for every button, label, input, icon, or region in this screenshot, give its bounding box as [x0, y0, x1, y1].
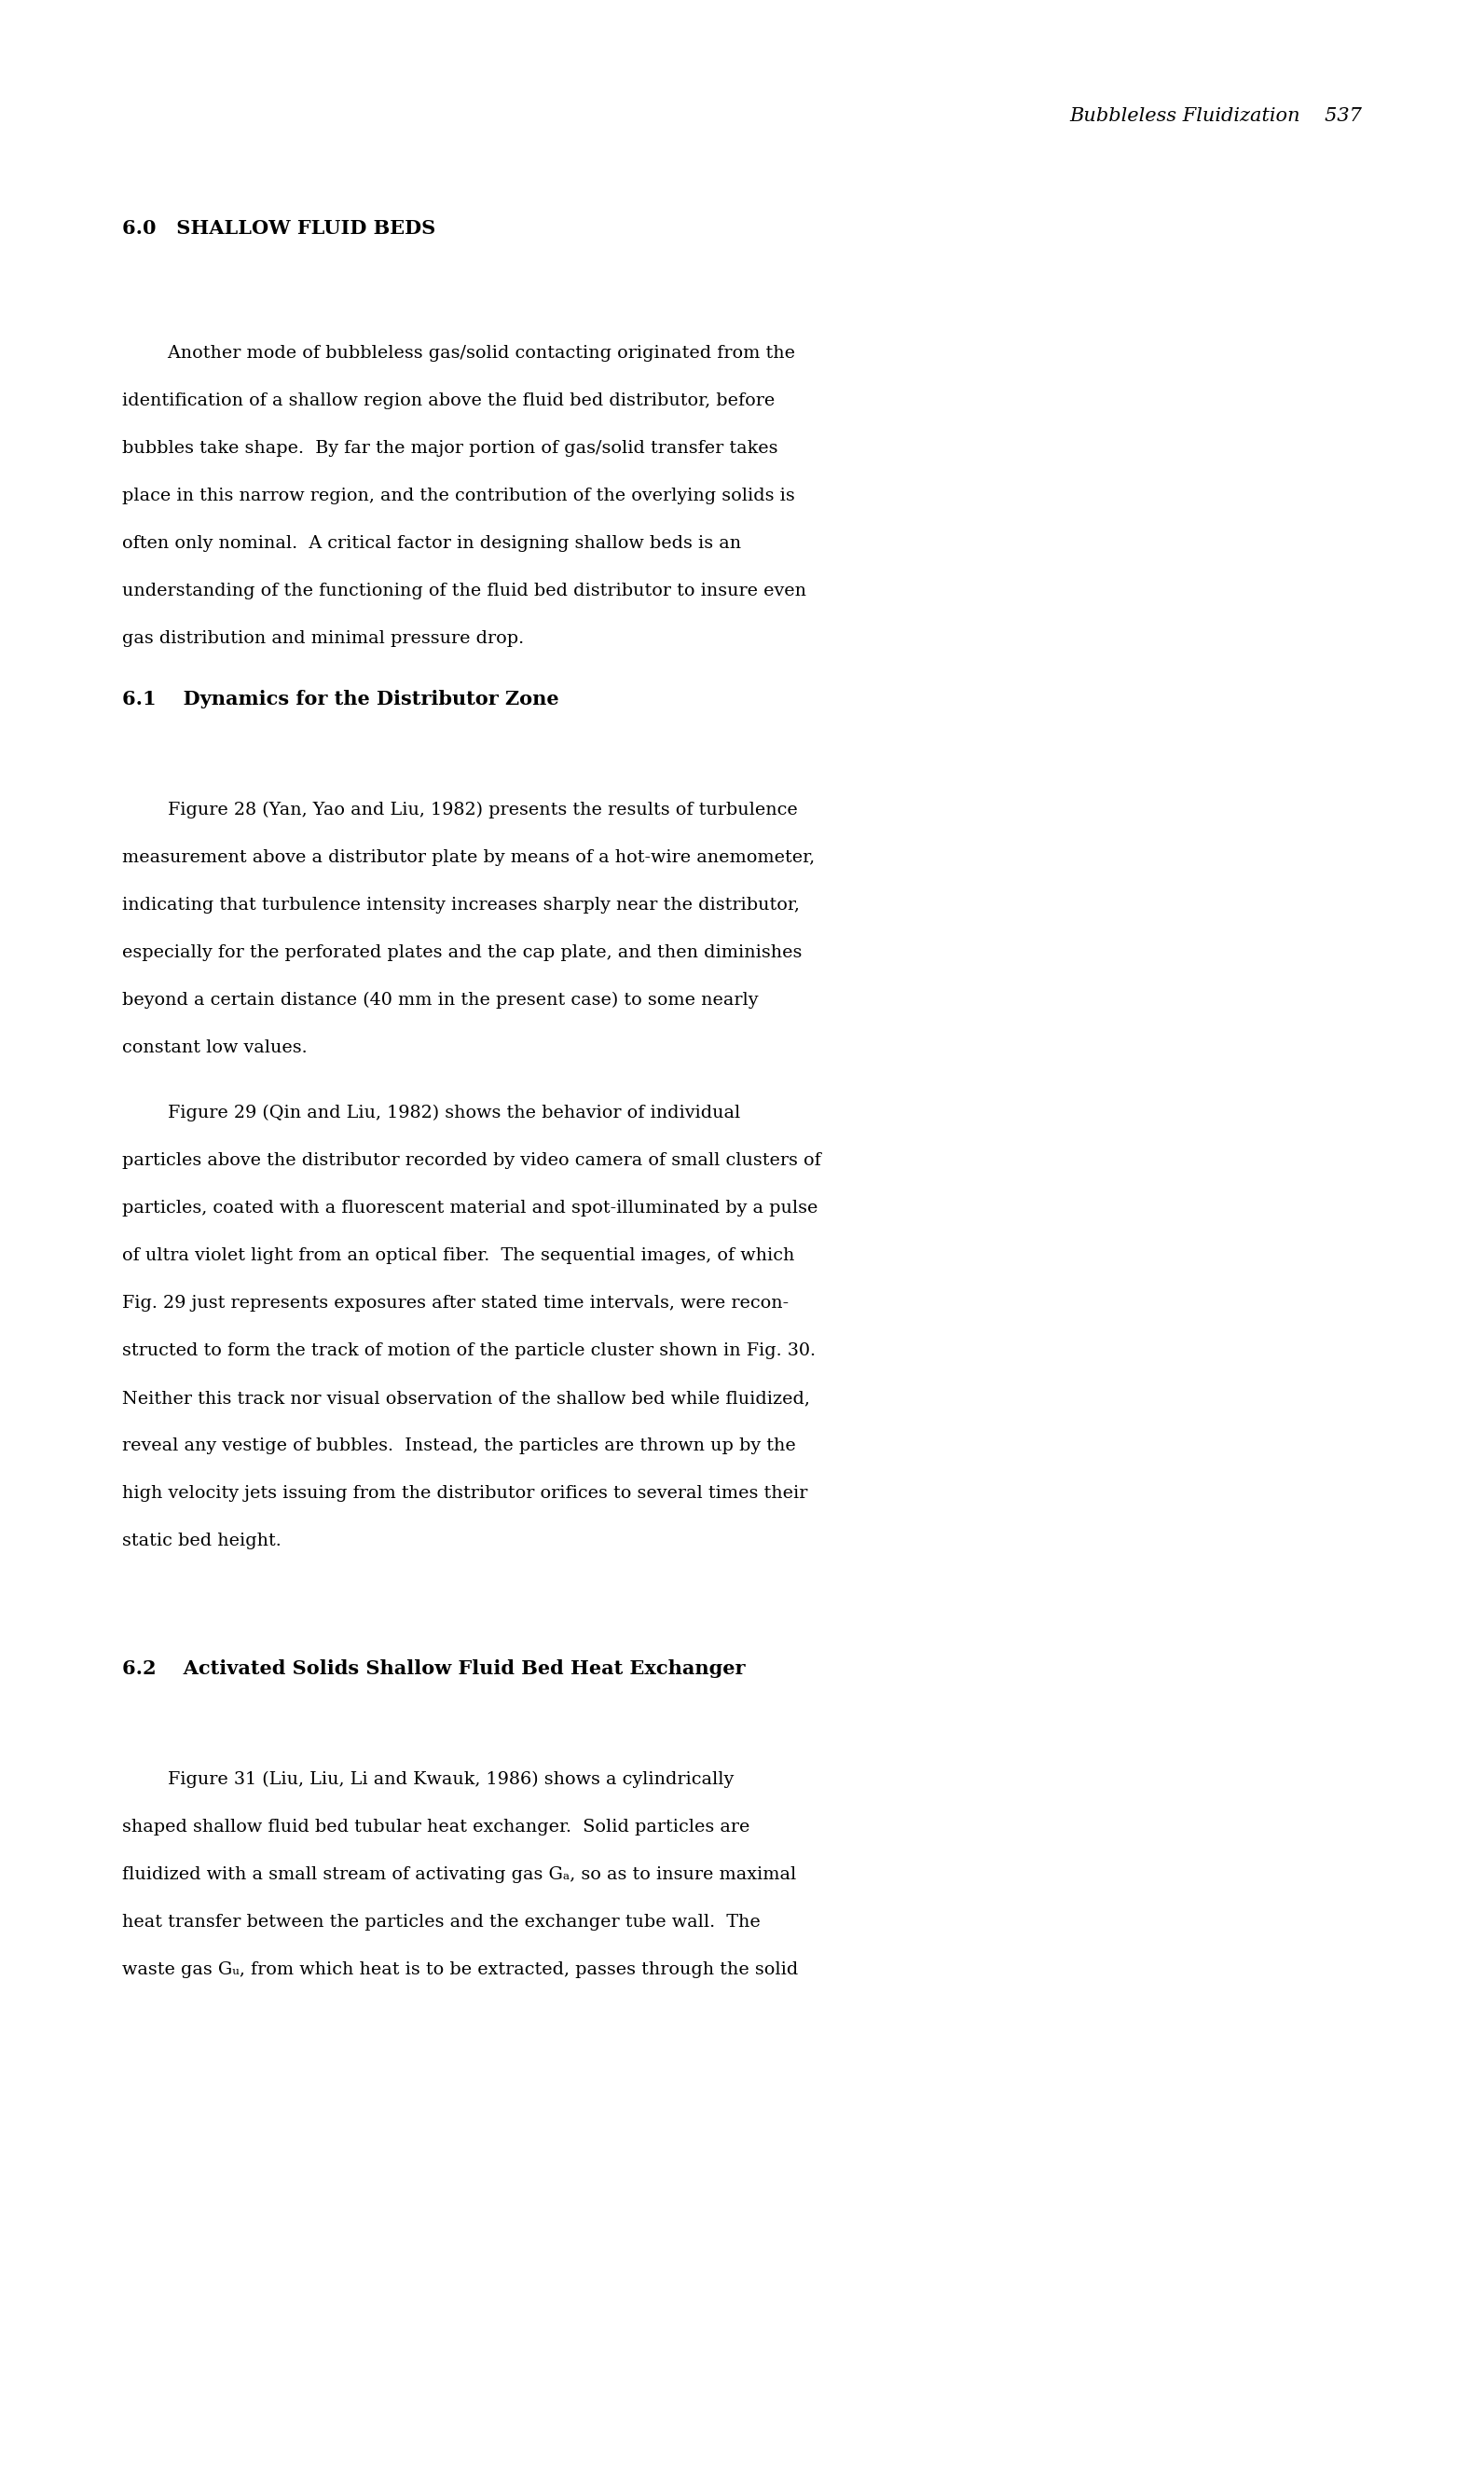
Text: 6.0   SHALLOW FLUID BEDS: 6.0 SHALLOW FLUID BEDS: [122, 219, 435, 239]
Text: structed to form the track of motion of the particle cluster shown in Fig. 30.: structed to form the track of motion of …: [122, 1342, 815, 1359]
Text: Figure 29 (Qin and Liu, 1982) shows the behavior of individual: Figure 29 (Qin and Liu, 1982) shows the …: [122, 1105, 741, 1123]
Text: measurement above a distributor plate by means of a hot-wire anemometer,: measurement above a distributor plate by…: [122, 849, 815, 866]
Text: especially for the perforated plates and the cap plate, and then diminishes: especially for the perforated plates and…: [122, 943, 801, 961]
Text: gas distribution and minimal pressure drop.: gas distribution and minimal pressure dr…: [122, 630, 524, 647]
Text: beyond a certain distance (40 mm in the present case) to some nearly: beyond a certain distance (40 mm in the …: [122, 993, 758, 1008]
Text: Another mode of bubbleless gas/solid contacting originated from the: Another mode of bubbleless gas/solid con…: [122, 346, 795, 361]
Text: understanding of the functioning of the fluid bed distributor to insure even: understanding of the functioning of the …: [122, 582, 806, 600]
Text: constant low values.: constant low values.: [122, 1040, 307, 1055]
Text: particles, coated with a fluorescent material and spot-illuminated by a pulse: particles, coated with a fluorescent mat…: [122, 1200, 818, 1217]
Text: static bed height.: static bed height.: [122, 1533, 280, 1548]
Text: shaped shallow fluid bed tubular heat exchanger.  Solid particles are: shaped shallow fluid bed tubular heat ex…: [122, 1819, 749, 1834]
Text: Bubbleless Fluidization    537: Bubbleless Fluidization 537: [1070, 107, 1362, 124]
Text: identification of a shallow region above the fluid bed distributor, before: identification of a shallow region above…: [122, 393, 775, 408]
Text: indicating that turbulence intensity increases sharply near the distributor,: indicating that turbulence intensity inc…: [122, 896, 800, 913]
Text: Neither this track nor visual observation of the shallow bed while fluidized,: Neither this track nor visual observatio…: [122, 1389, 809, 1406]
Text: high velocity jets issuing from the distributor orifices to several times their: high velocity jets issuing from the dist…: [122, 1486, 807, 1501]
Text: Fig. 29 just represents exposures after stated time intervals, were recon-: Fig. 29 just represents exposures after …: [122, 1294, 788, 1312]
Text: of ultra violet light from an optical fiber.  The sequential images, of which: of ultra violet light from an optical fi…: [122, 1247, 794, 1264]
Text: fluidized with a small stream of activating gas Gₐ, so as to insure maximal: fluidized with a small stream of activat…: [122, 1867, 795, 1884]
Text: Figure 31 (Liu, Liu, Li and Kwauk, 1986) shows a cylindrically: Figure 31 (Liu, Liu, Li and Kwauk, 1986)…: [122, 1772, 733, 1787]
Text: waste gas Gᵤ, from which heat is to be extracted, passes through the solid: waste gas Gᵤ, from which heat is to be e…: [122, 1961, 798, 1979]
Text: place in this narrow region, and the contribution of the overlying solids is: place in this narrow region, and the con…: [122, 488, 794, 505]
Text: bubbles take shape.  By far the major portion of gas/solid transfer takes: bubbles take shape. By far the major por…: [122, 441, 778, 458]
Text: often only nominal.  A critical factor in designing shallow beds is an: often only nominal. A critical factor in…: [122, 535, 741, 553]
Text: 6.2    Activated Solids Shallow Fluid Bed Heat Exchanger: 6.2 Activated Solids Shallow Fluid Bed H…: [122, 1660, 745, 1678]
Text: heat transfer between the particles and the exchanger tube wall.  The: heat transfer between the particles and …: [122, 1914, 760, 1931]
Text: Figure 28 (Yan, Yao and Liu, 1982) presents the results of turbulence: Figure 28 (Yan, Yao and Liu, 1982) prese…: [122, 801, 797, 819]
Text: 6.1    Dynamics for the Distributor Zone: 6.1 Dynamics for the Distributor Zone: [122, 689, 558, 709]
Text: reveal any vestige of bubbles.  Instead, the particles are thrown up by the: reveal any vestige of bubbles. Instead, …: [122, 1439, 795, 1454]
Text: particles above the distributor recorded by video camera of small clusters of: particles above the distributor recorded…: [122, 1152, 821, 1170]
